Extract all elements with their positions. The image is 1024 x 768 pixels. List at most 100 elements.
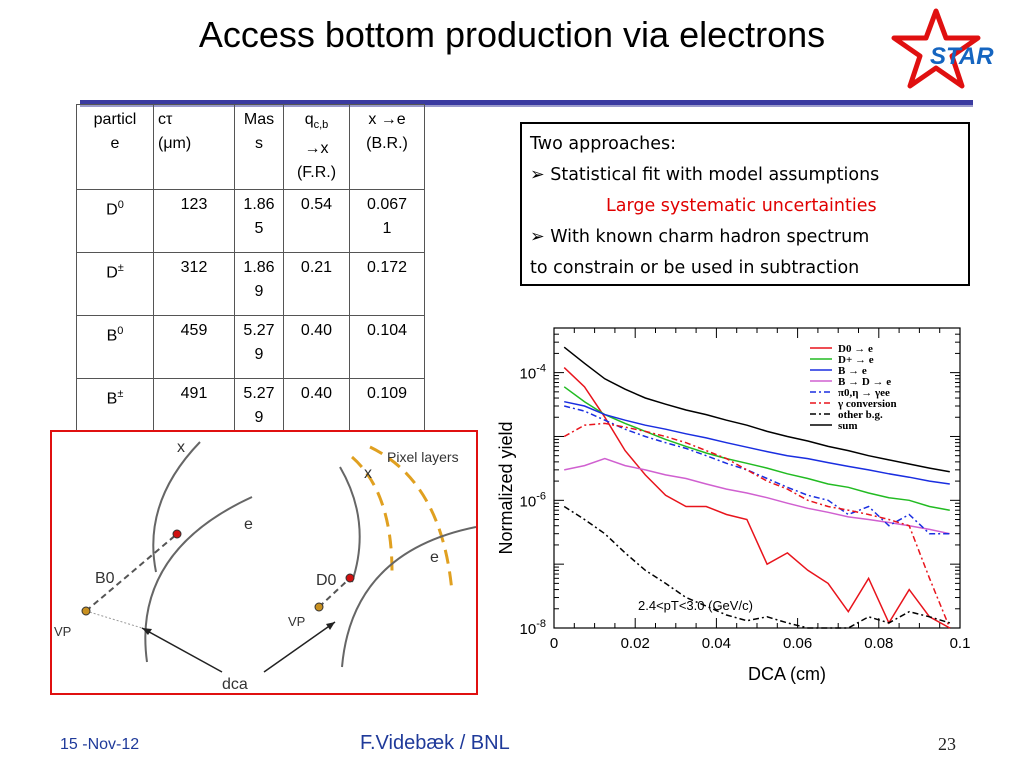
particle-name: B0	[76, 315, 154, 379]
series-line	[563, 386, 950, 511]
legend-label: sum	[838, 420, 858, 432]
arrow-bullet-icon: ➢	[530, 227, 551, 247]
title-rule-shadow	[80, 105, 973, 107]
approaches-heading: Two approaches:	[530, 134, 677, 154]
br-cell: 0.067 1	[349, 189, 425, 253]
legend-label: B → D → e	[838, 376, 891, 388]
detector-arc	[152, 441, 201, 573]
series-line	[563, 505, 951, 629]
legend-label: other b.g.	[838, 409, 883, 421]
star-outline-icon	[891, 8, 981, 89]
y-tick-label: 10-8	[520, 618, 546, 638]
table-row: D0 123 1.86 5 0.54 0.067 1	[76, 189, 425, 253]
approach-note: Large systematic uncertainties	[606, 196, 877, 216]
series-line	[563, 422, 951, 629]
x-tick-label: 0.04	[702, 635, 731, 652]
dca-arrow	[141, 627, 223, 673]
particle-name: D±	[76, 252, 154, 316]
label-x-right: x	[364, 465, 372, 482]
dca-arrow	[263, 621, 336, 673]
vertex-point	[81, 606, 91, 616]
mass-cell: 1.86 5	[234, 189, 284, 253]
header-fragmentation: qc,b →x (F.R.)	[283, 104, 350, 190]
footer-date: 15 -Nov-12	[60, 736, 140, 753]
fr-cell: 0.40	[283, 315, 350, 379]
d0-track	[318, 579, 349, 608]
series-line	[564, 457, 950, 535]
particle-table: particl e cτ (μm) Mas s qc,b →x (F.R.) x…	[76, 104, 425, 442]
plot-annotation: 2.4<pT<3.0 (GeV/c)	[638, 598, 753, 613]
arrow-bullet-icon: ➢	[530, 165, 551, 185]
decay-point	[345, 573, 355, 583]
dca-plot-svg: 10-4 10-6 10-80 0.02 0.04 0.06 0.08 0.1 DCA (cm)…	[496, 327, 971, 684]
table-header-row: particl e cτ (μm) Mas s qc,b →x (F.R.) x…	[76, 104, 425, 190]
y-axis-label: Normalized yield	[496, 421, 516, 554]
decay-point	[172, 529, 182, 539]
label-vp-right: VP	[288, 614, 305, 629]
series-line	[563, 346, 950, 473]
pixel-layer-arc	[351, 455, 394, 573]
ctau-cell: 312	[153, 252, 235, 316]
x-tick-label: 0.02	[621, 635, 650, 652]
pixel-layer-arc	[369, 445, 454, 593]
title-rule	[80, 100, 973, 105]
detector-arc	[339, 466, 361, 583]
particle-name: D0	[76, 189, 154, 253]
mass-cell: 5.27 9	[234, 315, 284, 379]
x-tick-label: 0	[550, 635, 558, 652]
arrowhead-icon	[326, 622, 335, 630]
ctau-cell: 123	[153, 189, 235, 253]
approaches-box: Two approaches: ➢ Statistical fit with m…	[520, 122, 970, 286]
mass-cell: 1.86 9	[234, 252, 284, 316]
approach-item-continuation: to constrain or be used in subtraction	[530, 258, 860, 278]
label-x-left: x	[177, 439, 185, 456]
fr-cell: 0.21	[283, 252, 350, 316]
x-axis-label: DCA (cm)	[748, 664, 826, 684]
br-cell: 0.104	[349, 315, 425, 379]
approach-item: ➢ Statistical fit with model assumptions	[530, 165, 880, 185]
legend-label: π0,η → γee	[838, 387, 890, 399]
dca-diagram-svg: x e B0 VP Pixel layers x e D0 VP dca	[54, 439, 477, 693]
label-pixel-layers: Pixel layers	[387, 449, 459, 465]
series-line	[563, 367, 951, 629]
table-row: B± 491 5.27 9 0.40 0.109	[76, 378, 425, 442]
legend-label: γ conversion	[837, 398, 897, 410]
legend-label: D0 → e	[838, 343, 873, 355]
dca-plot: 10-4 10-6 10-8 0 0.02 0.04 0.06 0.08 0.1 DCA (cm)…	[490, 320, 980, 690]
star-logo: STAR	[891, 8, 994, 89]
fr-cell: 0.54	[283, 189, 350, 253]
br-cell: 0.172	[349, 252, 425, 316]
label-b0: B0	[95, 570, 115, 587]
legend-label: B → e	[838, 365, 867, 377]
detector-arc	[341, 526, 477, 668]
header-ctau: cτ (μm)	[153, 104, 235, 190]
label-d0: D0	[316, 572, 337, 589]
dca-segment	[85, 610, 143, 629]
approach-item: ➢ With known charm hadron spectrum	[530, 227, 870, 247]
x-tick-label: 0.06	[783, 635, 812, 652]
label-e-right: e	[430, 549, 439, 566]
y-tick-label: 10-6	[520, 490, 546, 510]
legend-label: D+ → e	[838, 354, 874, 366]
logo-text: STAR	[930, 43, 994, 70]
x-tick-label: 0.1	[950, 635, 971, 652]
footer-author: F.Videbæk / BNL	[360, 732, 510, 754]
header-branching: x →e (B.R.)	[349, 104, 425, 190]
table-row: B0 459 5.27 9 0.40 0.104	[76, 315, 425, 379]
detector-arc	[144, 496, 253, 663]
y-tick-label: 10-4	[520, 363, 546, 383]
table-row: D± 312 1.86 9 0.21 0.172	[76, 252, 425, 316]
header-mass: Mas s	[234, 104, 284, 190]
page-number: 23	[938, 734, 956, 754]
series-line	[564, 405, 950, 535]
label-e-left: e	[244, 516, 253, 533]
vertex-point	[314, 602, 324, 612]
slide-title: Access bottom production via electrons	[198, 14, 826, 55]
label-vp-left: VP	[54, 624, 71, 639]
header-particle: particl e	[76, 104, 154, 190]
x-tick-label: 0.08	[864, 635, 893, 652]
series-line	[564, 400, 950, 485]
plot-frame	[553, 327, 961, 629]
dca-diagram: x e B0 VP Pixel layers x e D0 VP dca	[50, 430, 478, 695]
ctau-cell: 459	[153, 315, 235, 379]
